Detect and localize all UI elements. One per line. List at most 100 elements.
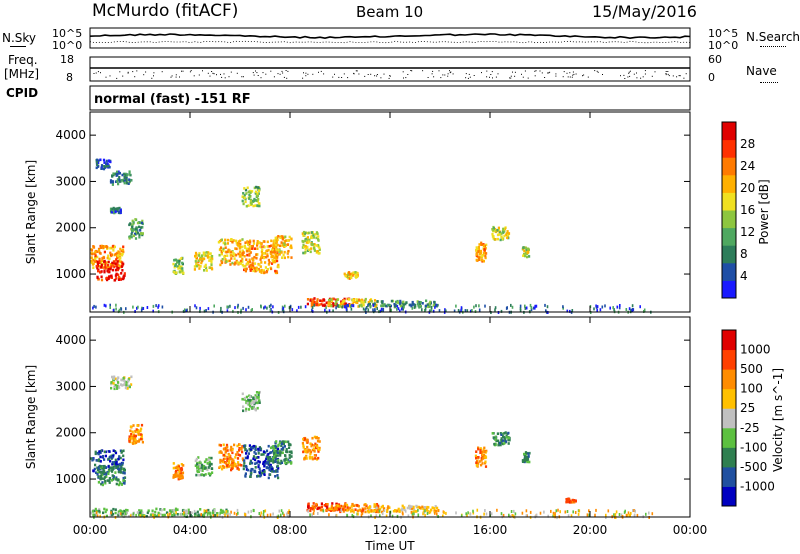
data-cell <box>103 507 106 511</box>
colorbar-segment <box>722 174 736 193</box>
data-cell <box>265 466 268 470</box>
ground-scatter-cell <box>122 514 125 518</box>
data-cell <box>258 241 261 244</box>
data-cell <box>242 202 245 206</box>
data-cell <box>480 459 483 462</box>
data-cell <box>272 461 275 464</box>
data-cell <box>475 461 478 464</box>
data-cell <box>257 474 260 478</box>
ground-scatter-cell <box>230 510 232 514</box>
data-cell <box>96 255 99 259</box>
data-cell <box>199 468 202 472</box>
data-cell <box>104 510 107 514</box>
data-cell <box>103 165 106 168</box>
ground-scatter-cell <box>594 513 596 517</box>
data-cell <box>181 471 185 475</box>
data-cell <box>317 244 320 247</box>
nave-dot <box>224 77 226 79</box>
data-cell <box>99 158 102 162</box>
ground-scatter-cell <box>383 509 386 512</box>
data-cell <box>283 243 286 246</box>
colorbar-segment <box>722 210 736 229</box>
ground-scatter-cell <box>328 309 331 313</box>
ground-scatter-cell <box>199 309 201 313</box>
data-cell <box>477 256 480 259</box>
data-cell <box>334 506 337 509</box>
data-cell <box>409 303 412 307</box>
data-cell <box>345 503 349 507</box>
data-cell <box>98 251 101 255</box>
data-cell <box>331 297 334 301</box>
data-cell <box>219 246 223 249</box>
data-cell <box>302 446 305 449</box>
colorbar-segment <box>722 349 736 370</box>
data-cell <box>117 381 120 384</box>
ground-scatter-cell <box>161 305 164 309</box>
ground-scatter-cell <box>212 514 215 518</box>
ground-scatter-cell <box>266 513 269 517</box>
ground-scatter-cell <box>471 309 473 312</box>
ground-scatter-cell <box>237 303 239 307</box>
data-cell <box>410 507 414 510</box>
colorbar-tick-label: -1000 <box>740 479 775 493</box>
data-cell <box>114 508 117 511</box>
data-cell <box>418 300 421 304</box>
data-cell <box>113 265 116 269</box>
data-cell <box>475 251 478 255</box>
data-cell <box>116 256 119 260</box>
ground-scatter-cell <box>469 309 472 313</box>
ground-scatter-cell <box>152 513 154 517</box>
data-cell <box>91 510 94 513</box>
ground-scatter-cell <box>381 512 384 516</box>
data-cell <box>200 466 203 470</box>
ground-scatter-cell <box>437 509 440 513</box>
data-cell <box>138 509 141 512</box>
data-cell <box>485 449 488 453</box>
data-cell <box>116 387 119 390</box>
data-cell <box>154 510 157 514</box>
data-cell <box>369 299 372 302</box>
ground-scatter-cell <box>424 509 426 513</box>
ground-scatter-cell <box>430 305 433 309</box>
data-cell <box>239 262 242 265</box>
ground-scatter-cell <box>311 309 314 313</box>
data-cell <box>105 162 108 165</box>
data-cell <box>110 509 113 513</box>
data-cell <box>266 240 269 244</box>
nave-dot <box>563 71 565 73</box>
data-cell <box>375 503 379 506</box>
data-cell <box>272 251 275 254</box>
nave-dot <box>510 77 512 79</box>
data-cell <box>94 256 97 259</box>
data-cell <box>197 254 201 257</box>
data-cell <box>99 465 102 468</box>
data-cell <box>344 274 347 278</box>
nave-dot <box>566 72 568 74</box>
nave-dot <box>549 71 551 73</box>
nave-dot <box>452 73 454 75</box>
data-cell <box>265 255 268 259</box>
data-cell <box>350 505 353 508</box>
data-cell <box>102 245 105 248</box>
data-cell <box>281 256 284 259</box>
data-cell <box>238 463 241 467</box>
data-cell <box>104 264 107 267</box>
data-cell <box>240 447 243 451</box>
ground-scatter-cell <box>353 510 355 514</box>
data-cell <box>330 299 333 303</box>
nave-dot <box>597 71 599 73</box>
data-cell <box>128 223 131 227</box>
data-cell <box>258 460 261 464</box>
ground-scatter-cell <box>467 511 469 515</box>
data-cell <box>370 300 373 303</box>
data-cell <box>224 450 227 453</box>
data-cell <box>255 253 258 256</box>
data-cell <box>114 274 117 277</box>
data-cell <box>246 455 249 458</box>
data-cell <box>412 303 415 306</box>
data-cell <box>250 245 253 248</box>
data-cell <box>140 232 143 235</box>
data-cell <box>351 502 354 506</box>
data-cell <box>111 375 114 379</box>
data-cell <box>115 462 118 465</box>
